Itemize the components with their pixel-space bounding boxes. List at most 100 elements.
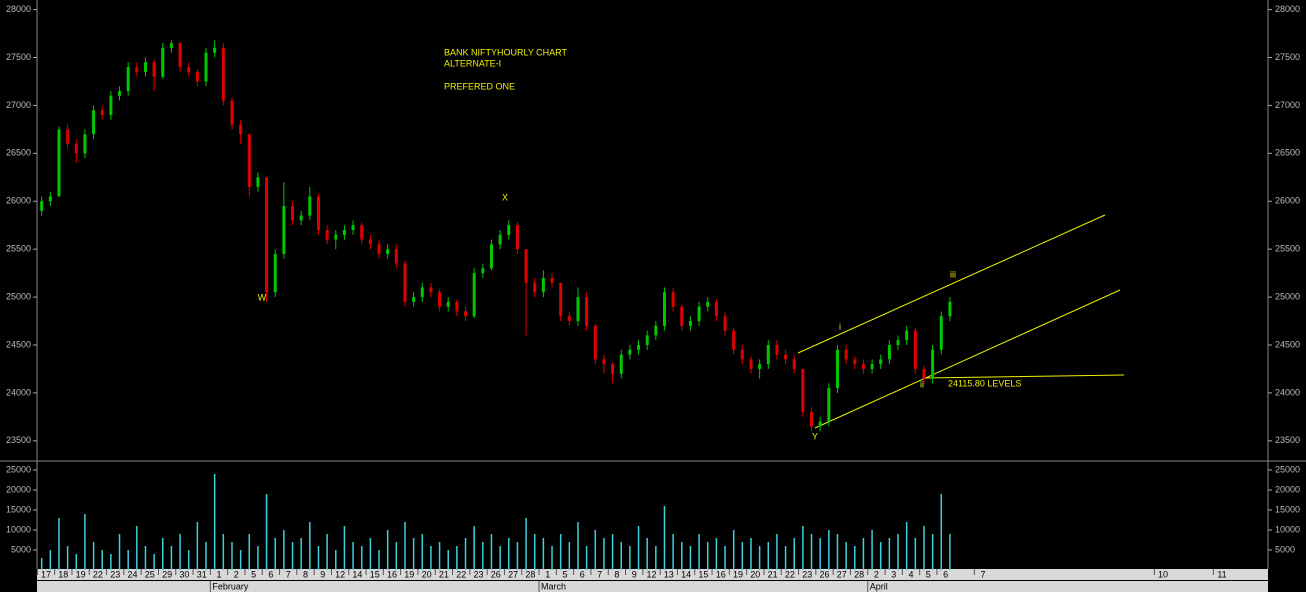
y-tick-label-right: 24000: [1275, 387, 1300, 397]
volume-bar: [92, 542, 95, 570]
candle-body: [913, 330, 917, 369]
candle-body: [126, 67, 130, 92]
volume-bar: [862, 538, 865, 570]
candle-body: [887, 345, 891, 360]
volume-bar: [257, 546, 259, 570]
candle-body: [446, 301, 450, 307]
candle-body: [118, 91, 122, 96]
annotation: 24115.80 LEVELS: [948, 378, 1021, 388]
volume-bar: [585, 546, 588, 570]
annotation: W: [258, 292, 267, 302]
x-tick-label: 9: [320, 569, 325, 579]
volume-bar: [352, 542, 354, 570]
volume-bar: [464, 538, 467, 570]
x-tick-label: 3: [891, 569, 896, 579]
x-tick-label: 21: [768, 569, 778, 579]
x-tick-label: 25: [145, 569, 155, 579]
x-tick-label: 8: [303, 569, 308, 579]
volume-tick-label: 15000: [6, 504, 31, 514]
chart-note: PREFERED ONE: [444, 81, 515, 91]
candle-body: [559, 282, 563, 317]
x-tick-label: 15: [370, 569, 380, 579]
volume-bar: [179, 534, 181, 570]
volume-bar: [499, 546, 501, 570]
candle-body: [438, 292, 442, 307]
candle-body: [57, 129, 61, 197]
y-tick-label: 25500: [6, 244, 31, 254]
y-tick-label: 23500: [6, 435, 31, 445]
candle-body: [325, 230, 329, 240]
candle-body: [948, 301, 952, 317]
x-tick-label: 12: [335, 569, 345, 579]
candle-body: [593, 325, 597, 360]
candle-body: [922, 368, 926, 379]
candle-body: [74, 143, 78, 154]
candle-body: [585, 297, 589, 326]
candle-body: [377, 244, 381, 254]
x-tick-label: 22: [93, 569, 103, 579]
chart-title: BANK NIFTYHOURLY CHART: [444, 47, 568, 57]
volume-bar: [274, 538, 276, 570]
candle-body: [204, 52, 208, 82]
volume-bar: [430, 546, 432, 570]
volume-tick-label: 25000: [6, 464, 31, 474]
candle-body: [732, 330, 736, 350]
month-label: March: [541, 581, 566, 591]
candle-body: [169, 43, 173, 48]
volume-bar: [629, 546, 631, 570]
volume-tick-label-right: 20000: [1275, 484, 1300, 494]
volume-bar: [248, 534, 251, 570]
volume-bar: [291, 542, 294, 570]
candle-body: [524, 249, 528, 283]
volume-bar: [819, 538, 821, 570]
candle-body: [109, 95, 113, 115]
volume-bar: [836, 534, 839, 570]
annotation: i: [839, 321, 841, 331]
volume-bar: [533, 534, 536, 570]
candle-body: [671, 292, 675, 307]
volume-bar: [300, 538, 302, 570]
candle-body: [316, 196, 320, 230]
candle-body: [481, 268, 485, 274]
volume-bar: [49, 550, 52, 570]
candle-body: [152, 62, 156, 77]
volume-bar: [101, 550, 103, 570]
volume-bar: [828, 530, 830, 570]
month-axis: [37, 581, 1268, 592]
volume-bar: [646, 538, 648, 570]
candle-body: [637, 345, 641, 350]
x-tick-label: 28: [854, 569, 864, 579]
candle-body: [351, 225, 355, 230]
volume-bar: [672, 534, 674, 570]
candle-body: [273, 253, 277, 293]
x-tick-label: 19: [404, 569, 414, 579]
candle-body: [697, 306, 701, 322]
volume-bar: [84, 514, 86, 570]
x-tick-label: 18: [58, 569, 68, 579]
x-tick-label: 6: [580, 569, 585, 579]
candle-body: [654, 325, 658, 336]
x-tick-label: 27: [508, 569, 518, 579]
candle-body: [100, 110, 104, 115]
volume-bar: [231, 542, 233, 570]
candle-body: [541, 277, 545, 293]
x-tick-label: 13: [664, 569, 674, 579]
candle-body: [740, 349, 744, 360]
volume-bar: [542, 538, 545, 570]
candle-body: [429, 287, 433, 293]
candle-body: [792, 359, 796, 369]
y-tick-label-right: 27000: [1275, 100, 1300, 110]
volume-bar: [568, 542, 571, 570]
candle-body: [723, 316, 727, 331]
x-tick-label: 26: [819, 569, 829, 579]
volume-bar: [170, 546, 173, 570]
x-tick-label: 16: [387, 569, 397, 579]
volume-bar: [309, 522, 311, 570]
volume-bar: [187, 550, 190, 570]
candle-body: [178, 43, 182, 68]
chart-subtitle: ALTERNATE-I: [444, 58, 501, 68]
volume-bar: [854, 546, 856, 570]
candle-body: [368, 239, 372, 245]
volume-bar: [490, 534, 493, 570]
volume-bar: [767, 542, 770, 570]
